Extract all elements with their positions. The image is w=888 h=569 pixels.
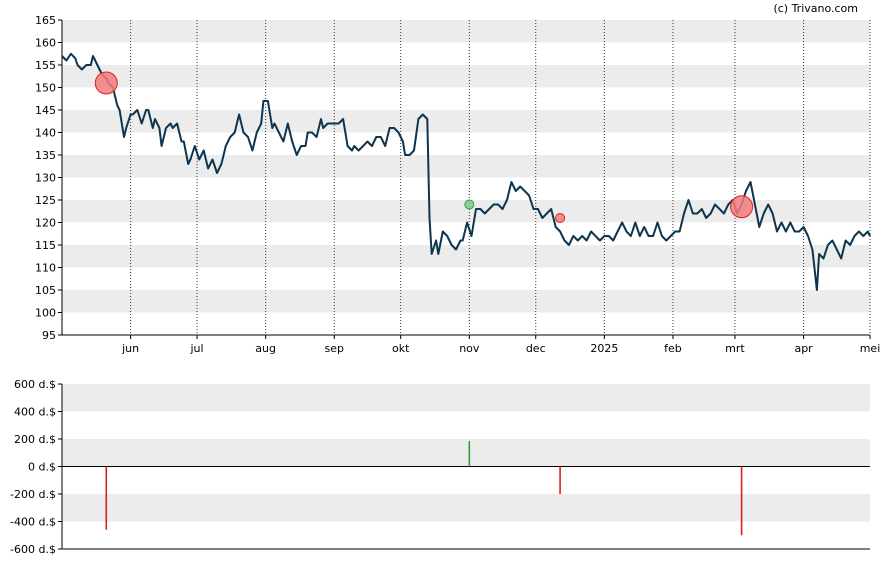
y-tick-label: -600 d.$	[10, 543, 56, 556]
y-tick-label: 165	[35, 14, 56, 27]
y-tick-label: 110	[35, 262, 56, 275]
x-tick-label: jul	[189, 342, 203, 355]
x-tick-label: jun	[121, 342, 139, 355]
grid-band	[62, 439, 870, 467]
y-tick-label: 135	[35, 149, 56, 162]
grid-band	[62, 20, 870, 43]
y-tick-label: 160	[35, 37, 56, 50]
grid-band	[62, 494, 870, 522]
x-tick-label: dec	[526, 342, 546, 355]
x-tick-label: okt	[392, 342, 410, 355]
buy-marker	[464, 199, 475, 210]
y-tick-label: 200 d.$	[14, 433, 56, 446]
grid-band	[62, 384, 870, 412]
y-tick-label: 95	[42, 329, 56, 342]
y-tick-label: 100	[35, 307, 56, 320]
y-tick-label: 115	[35, 239, 56, 252]
grid-band	[62, 155, 870, 178]
y-tick-label: -400 d.$	[10, 516, 56, 529]
price-line	[61, 52, 871, 291]
x-tick-label: 2025	[590, 342, 618, 355]
grid-band	[62, 65, 870, 88]
y-tick-label: 600 d.$	[14, 378, 56, 391]
x-tick-label: mrt	[725, 342, 745, 355]
y-tick-label: 0 d.$	[28, 461, 56, 474]
y-tick-label: 130	[35, 172, 56, 185]
y-tick-label: 140	[35, 127, 56, 140]
y-tick-label: 400 d.$	[14, 406, 56, 419]
y-tick-label: 150	[35, 82, 56, 95]
x-tick-label: apr	[794, 342, 813, 355]
x-tick-label: feb	[664, 342, 682, 355]
y-tick-label: 155	[35, 59, 56, 72]
grid-band	[62, 245, 870, 268]
grid-band	[62, 110, 870, 133]
grid-band	[62, 200, 870, 223]
y-tick-label: -200 d.$	[10, 488, 56, 501]
volume-panel: 600 d.$ 400 d.$ 200 d.$ 0 d.$ -200 d.$ -400 d…	[10, 378, 870, 556]
x-tick-label: sep	[325, 342, 344, 355]
x-tick-label: aug	[255, 342, 276, 355]
y-tick-label: 125	[35, 194, 56, 207]
x-tick-label: nov	[459, 342, 480, 355]
copyright-label: (c) Trivano.com	[773, 2, 858, 15]
price-panel: jun jul aug sep okt nov dec 2025 feb mrt apr mei 95 1…	[35, 14, 880, 355]
y-tick-label: 145	[35, 104, 56, 117]
x-tick-label: mei	[860, 342, 881, 355]
sell-marker	[730, 195, 754, 219]
sell-marker	[94, 71, 118, 95]
y-tick-label: 105	[35, 284, 56, 297]
grid-band	[62, 290, 870, 313]
sell-marker	[555, 213, 566, 223]
y-tick-label: 120	[35, 217, 56, 230]
